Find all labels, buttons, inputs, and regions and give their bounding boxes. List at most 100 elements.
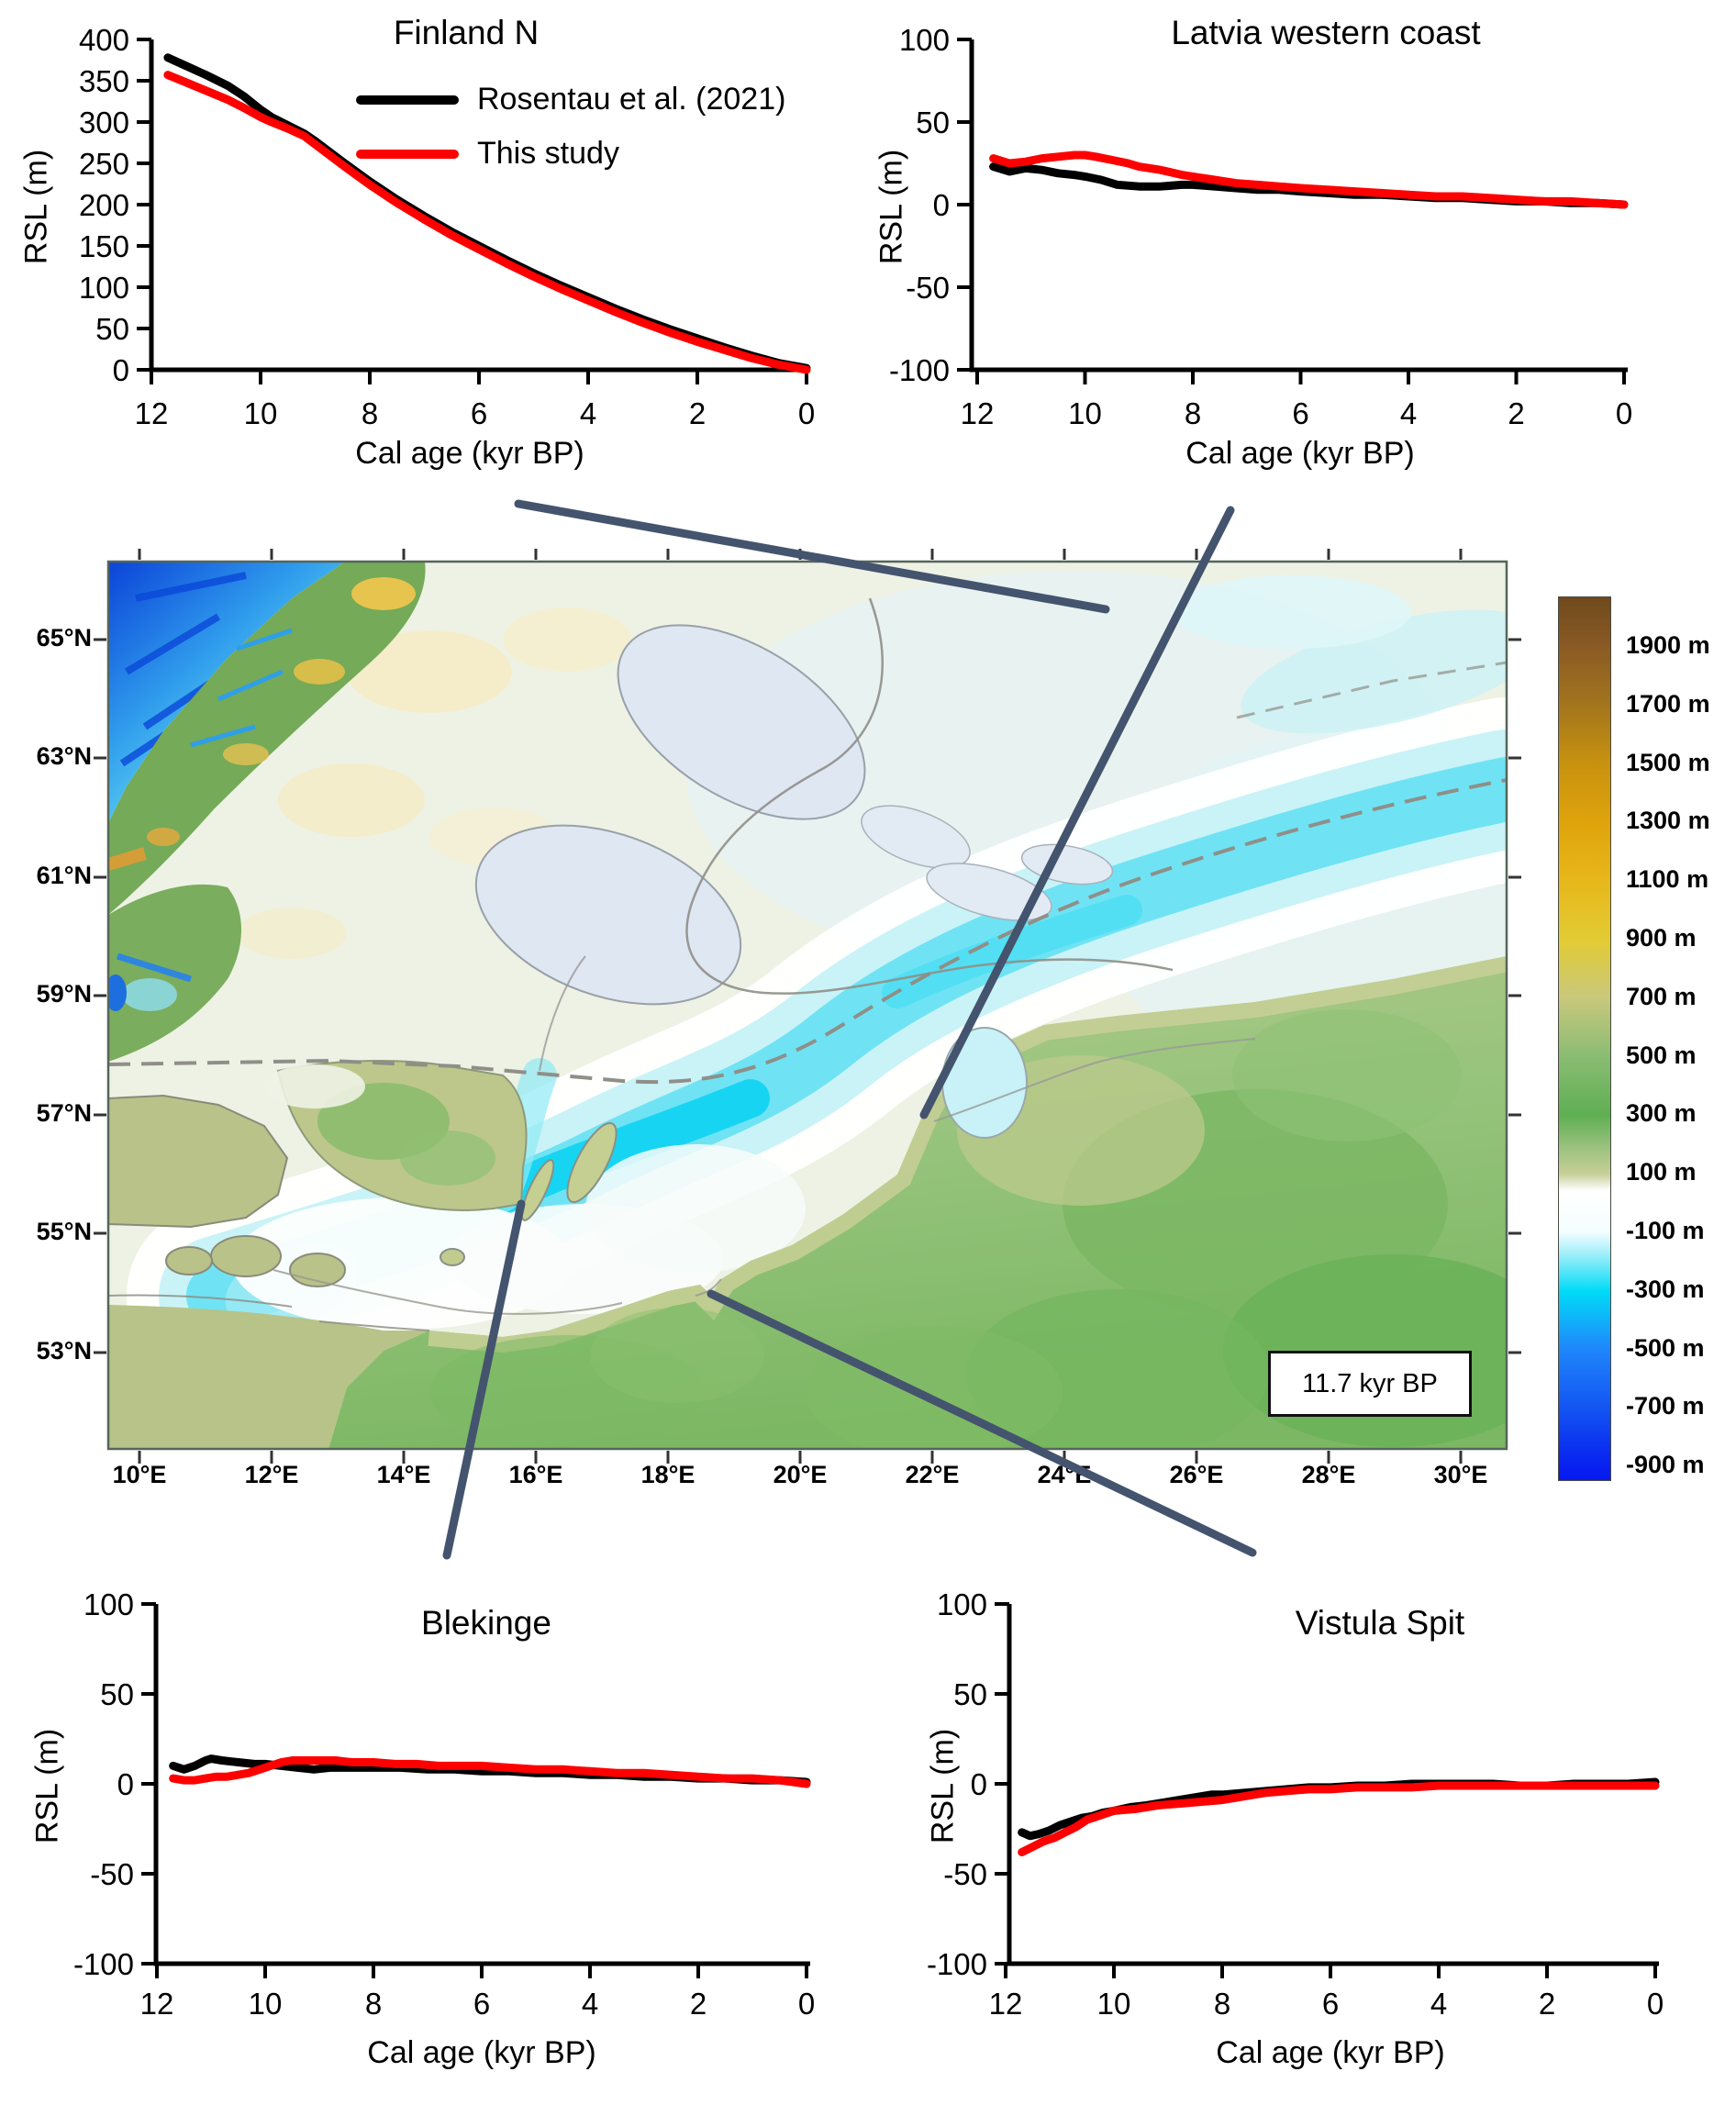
vistula-title: Vistula Spit [1295,1604,1465,1642]
y-tick-label: 0 [117,1767,134,1801]
x-tick-label: 8 [1185,396,1201,430]
vistula-spit-series [1018,1781,1660,1856]
chart-legend: Rosentau et al. (2021) This study [356,72,785,181]
x-tick-label: 8 [365,1987,382,2021]
finland-n-series [163,71,811,374]
blekinge-title: Blekinge [421,1604,551,1642]
colorbar-label: 1300 m [1626,807,1710,835]
y-tick-label: 50 [953,1677,987,1711]
x-tick-label: 6 [471,396,487,430]
x-tick-label: 0 [1616,396,1632,430]
lon-label: 22°E [905,1461,960,1488]
colorbar-label: 1700 m [1626,689,1710,718]
y-tick-label: 100 [79,271,129,305]
lon-label: 20°E [773,1461,828,1488]
vistula-xlabel: Cal age (kyr BP) [1216,2035,1445,2070]
x-tick-label: 0 [798,396,815,430]
y-tick-label: -100 [927,1947,987,1981]
y-tick-label: -50 [90,1857,134,1891]
lat-label: 57°N [36,1099,92,1127]
x-tick-label: 6 [473,1987,490,2021]
y-tick-label: 250 [79,147,129,181]
colorbar-label: 1900 m [1626,631,1710,659]
x-tick-label: 4 [1430,1987,1447,2021]
y-tick-label: 350 [79,64,129,98]
blekinge-xlabel: Cal age (kyr BP) [367,2035,596,2070]
colorbar-label: 100 m [1626,1158,1697,1186]
x-tick-label: 6 [1322,1987,1339,2021]
x-tick-label: 12 [989,1987,1023,2021]
y-tick-label: 50 [95,312,129,346]
lon-label: 18°E [640,1461,696,1488]
colorbar-label: -900 m [1626,1451,1705,1479]
lon-label: 30°E [1433,1461,1488,1488]
legend-item-this-study: This study [356,127,785,181]
y-tick-label: 50 [100,1677,134,1711]
latvia-xlabel: Cal age (kyr BP) [1185,436,1415,471]
blekinge-axes [153,1604,810,1966]
y-tick-label: -50 [906,271,950,305]
map-terrain [108,562,1507,1449]
lat-label: 61°N [36,862,92,889]
lat-label: 55°N [36,1218,92,1245]
x-tick-label: 0 [1647,1987,1664,2021]
y-tick-label: 100 [937,1587,987,1621]
lat-label: 53°N [36,1337,92,1364]
colorbar-label: 500 m [1626,1041,1697,1069]
y-tick-label: 400 [79,23,129,57]
x-tick-label: 8 [1214,1987,1230,2021]
x-tick-label: 2 [1539,1987,1555,2021]
lon-label: 24°E [1037,1461,1092,1488]
x-tick-label: 10 [1097,1987,1131,2021]
y-tick-label: 0 [113,353,129,387]
y-tick-label: 0 [971,1767,987,1801]
lon-label: 16°E [508,1461,563,1488]
lat-label: 63°N [36,742,92,770]
legend-line-black [356,95,459,105]
colorbar-label: 700 m [1626,982,1697,1010]
elevation-colorbar [1558,596,1611,1481]
x-tick-label: 12 [135,396,169,430]
y-tick-label: -50 [943,1857,987,1891]
x-tick-label: 4 [1400,396,1417,430]
vistula-ylabel: RSL (m) [925,1728,961,1844]
lon-label: 10°E [112,1461,167,1488]
lat-label: 65°N [36,624,92,652]
latvia-ylabel: RSL (m) [874,149,909,265]
blekinge-series [169,1756,811,1788]
baltic-map-graphic [94,549,1521,1464]
x-tick-label: 10 [1068,396,1102,430]
y-tick-label: 100 [83,1587,134,1621]
y-tick-label: 100 [899,23,950,57]
x-tick-label: 0 [798,1987,815,2021]
x-tick-label: 12 [961,396,995,430]
x-tick-label: 4 [580,396,596,430]
latvia-chart: 100 50 0 -50 -100 12 10 8 6 4 2 0 [889,23,1632,430]
map-time-annotation: 11.7 kyr BP [1268,1351,1472,1417]
lon-label: 14°E [376,1461,431,1488]
colorbar-label: 1500 m [1626,748,1710,776]
lon-label: 28°E [1301,1461,1356,1488]
legend-item-rosentau: Rosentau et al. (2021) [356,72,785,127]
y-tick-label: 300 [79,106,129,139]
x-tick-label: 2 [1508,396,1524,430]
x-tick-label: 10 [249,1987,283,2021]
colorbar-label: -700 m [1626,1392,1705,1420]
lat-label: 59°N [36,980,92,1008]
x-tick-label: 8 [362,396,378,430]
finland-n-ylabel: RSL (m) [18,149,54,265]
x-tick-label: 4 [582,1987,598,2021]
lon-label: 12°E [244,1461,299,1488]
colorbar-label: -300 m [1626,1275,1705,1303]
x-tick-label: 12 [140,1987,174,2021]
x-tick-label: 10 [244,396,278,430]
y-tick-label: 200 [79,188,129,222]
x-tick-label: 2 [689,396,706,430]
colorbar-label: 1100 m [1626,865,1709,894]
legend-line-red [356,149,459,159]
x-tick-label: 6 [1292,396,1308,430]
